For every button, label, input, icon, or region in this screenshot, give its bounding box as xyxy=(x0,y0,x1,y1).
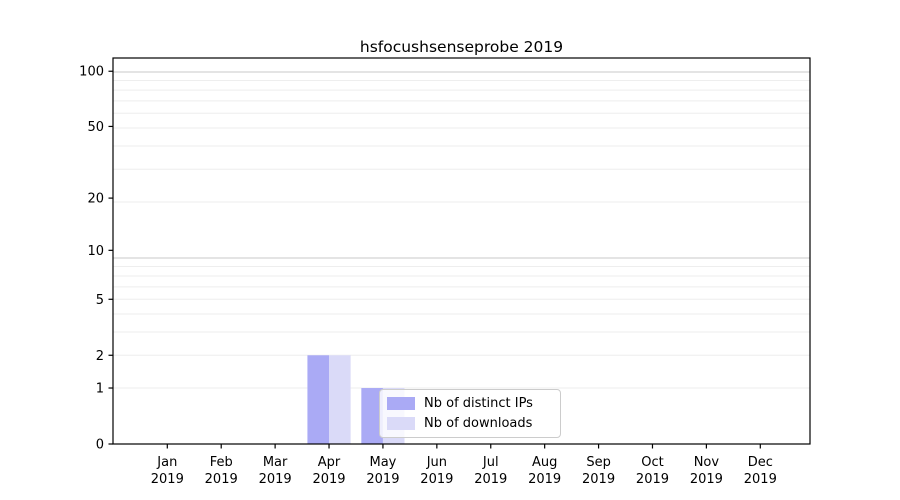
x-tick-label-year: 2019 xyxy=(151,472,184,487)
x-tick-label-year: 2019 xyxy=(744,472,777,487)
x-tick-label-month: Feb xyxy=(210,455,233,470)
y-tick-label: 2 xyxy=(96,349,104,364)
plot-border xyxy=(112,57,811,445)
bar-nb-of-downloads xyxy=(329,355,351,444)
x-tick-label-month: Sep xyxy=(586,455,611,470)
legend: Nb of distinct IPs Nb of downloads xyxy=(379,389,561,438)
chart-title: hsfocushsenseprobe 2019 xyxy=(359,38,564,56)
x-tick-label-year: 2019 xyxy=(690,472,723,487)
x-tick-label-month: Jun xyxy=(426,455,447,470)
legend-swatch-distinct-ips xyxy=(387,397,415,410)
y-tick-label: 1 xyxy=(96,382,104,397)
x-tick-label-year: 2019 xyxy=(366,472,399,487)
legend-item-distinct-ips: Nb of distinct IPs xyxy=(387,395,552,412)
x-tick-label-month: Jul xyxy=(482,455,499,470)
legend-swatch-downloads xyxy=(387,417,415,430)
legend-label-downloads: Nb of downloads xyxy=(424,416,533,431)
x-tick-label-year: 2019 xyxy=(582,472,615,487)
legend-item-downloads: Nb of downloads xyxy=(387,415,552,432)
y-tick-label: 20 xyxy=(87,192,104,207)
x-tick-label-month: Jan xyxy=(156,455,177,470)
x-tick-label-month: Apr xyxy=(318,455,341,470)
x-tick-label-year: 2019 xyxy=(259,472,292,487)
y-tick-label: 0 xyxy=(96,438,104,453)
y-tick-label: 5 xyxy=(96,293,104,308)
x-tick-label-month: Nov xyxy=(694,455,720,470)
x-tick-label-year: 2019 xyxy=(420,472,453,487)
y-tick-label: 10 xyxy=(87,244,104,259)
x-tick-label-month: Mar xyxy=(263,455,288,470)
bar-nb-of-distinct-ips xyxy=(307,355,330,444)
x-tick-label-year: 2019 xyxy=(636,472,669,487)
bar-nb-of-distinct-ips xyxy=(361,388,383,444)
legend-label-distinct-ips: Nb of distinct IPs xyxy=(424,396,533,411)
x-tick-label-month: May xyxy=(369,455,396,470)
x-tick-label-year: 2019 xyxy=(312,472,345,487)
y-tick-label: 100 xyxy=(79,65,104,80)
x-tick-label-month: Dec xyxy=(748,455,773,470)
x-tick-label-month: Oct xyxy=(641,455,663,470)
x-tick-label-year: 2019 xyxy=(474,472,507,487)
x-tick-label-month: Aug xyxy=(532,455,557,470)
x-tick-label-year: 2019 xyxy=(205,472,238,487)
x-tick-label-year: 2019 xyxy=(528,472,561,487)
y-tick-label: 50 xyxy=(87,120,104,135)
